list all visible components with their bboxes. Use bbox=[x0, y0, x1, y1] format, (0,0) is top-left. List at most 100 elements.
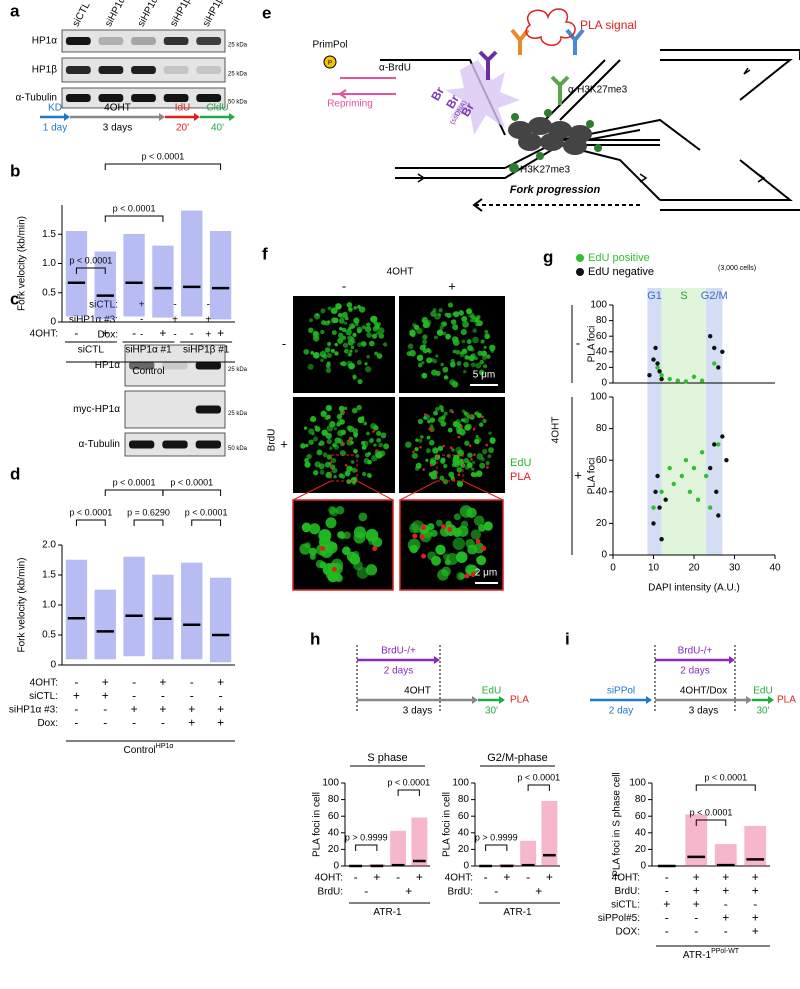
condition-value: - bbox=[132, 675, 136, 689]
edu-focus bbox=[464, 465, 470, 470]
p-value: p < 0.0001 bbox=[690, 807, 733, 817]
p-value: p < 0.0001 bbox=[69, 255, 112, 265]
edu-focus bbox=[479, 359, 485, 365]
zoom-box bbox=[436, 454, 464, 482]
arrowhead bbox=[768, 696, 774, 704]
edu-focus bbox=[467, 452, 473, 458]
pla-focus bbox=[475, 538, 481, 544]
edu-focus bbox=[331, 330, 337, 336]
y-tick-label: 40 bbox=[635, 827, 647, 838]
edu-focus bbox=[368, 474, 372, 478]
data-point bbox=[708, 334, 713, 339]
edu-focus bbox=[426, 357, 433, 364]
edu-focus bbox=[313, 335, 320, 342]
data-point bbox=[712, 345, 717, 351]
edu-focus bbox=[475, 322, 479, 327]
edu-focus bbox=[427, 551, 437, 561]
condition-label: siCTL: bbox=[611, 900, 640, 911]
timeline-step: 4OHT bbox=[404, 686, 431, 697]
data-point bbox=[716, 365, 721, 370]
p-value: p > 0.9999 bbox=[345, 832, 388, 842]
brdu-antibody-label: α-BrdU bbox=[379, 63, 411, 74]
edu-focus bbox=[326, 361, 331, 366]
data-point bbox=[699, 450, 705, 455]
condition-value: - bbox=[753, 897, 757, 911]
edu-focus bbox=[479, 462, 486, 469]
data-point bbox=[716, 513, 721, 518]
edu-focus bbox=[406, 351, 412, 356]
y-tick-label: 80 bbox=[596, 423, 608, 434]
y-tick-label: 0.5 bbox=[42, 630, 56, 641]
edu-focus bbox=[348, 307, 353, 312]
edu-focus bbox=[306, 453, 312, 460]
edu-focus bbox=[483, 521, 493, 531]
y-tick-label: 1.5 bbox=[42, 570, 56, 581]
y-axis-label: PLA foci in cell bbox=[442, 792, 453, 857]
edu-focus bbox=[353, 432, 359, 437]
edu-focus bbox=[485, 461, 490, 466]
edu-focus bbox=[376, 430, 382, 436]
timeline-duration: 40' bbox=[211, 123, 224, 134]
footer-text: ATR-1 bbox=[683, 950, 712, 961]
pla-focus bbox=[372, 430, 375, 433]
edu-focus bbox=[455, 551, 468, 563]
y-tick-label: 100 bbox=[590, 392, 607, 403]
data-point bbox=[651, 521, 656, 526]
phospho-label: P bbox=[328, 61, 332, 67]
edu-focus bbox=[444, 559, 451, 566]
timeline-end: PLA bbox=[510, 695, 529, 706]
edu-focus bbox=[377, 327, 385, 334]
pla-focus bbox=[331, 566, 337, 572]
edu-focus bbox=[309, 416, 317, 423]
edu-focus bbox=[462, 349, 466, 353]
condition-value: + bbox=[102, 689, 109, 703]
edu-focus bbox=[347, 339, 354, 346]
y-axis-label: PLA foci bbox=[587, 458, 598, 495]
edu-focus bbox=[422, 344, 427, 348]
edu-focus bbox=[363, 458, 370, 464]
edu-focus bbox=[375, 451, 383, 459]
condition-label: siCTL: bbox=[89, 300, 118, 311]
edu-focus bbox=[487, 454, 492, 459]
row-label: - bbox=[282, 336, 286, 351]
edu-focus bbox=[430, 310, 437, 317]
data-point bbox=[659, 489, 664, 494]
edu-focus bbox=[366, 332, 372, 338]
footer-label: ATR-1 bbox=[373, 907, 402, 918]
condition-value: + bbox=[102, 326, 109, 340]
edu-focus bbox=[435, 406, 440, 412]
edu-focus bbox=[324, 320, 330, 326]
pla-focus bbox=[481, 545, 487, 551]
edu-focus bbox=[330, 457, 337, 464]
edu-focus bbox=[409, 330, 416, 337]
footer-superscript: PPol-WT bbox=[711, 948, 740, 955]
data-point bbox=[667, 465, 672, 471]
condition-value: - bbox=[74, 716, 78, 730]
y-tick-label: 0 bbox=[333, 861, 339, 872]
y-tick-label: 40 bbox=[458, 827, 470, 838]
edu-focus bbox=[460, 418, 465, 422]
y-tick-label: 60 bbox=[596, 331, 608, 342]
edu-focus bbox=[364, 362, 368, 366]
row-label: - bbox=[576, 335, 580, 350]
edu-focus bbox=[320, 308, 326, 314]
edu-focus bbox=[309, 318, 313, 323]
edu-focus bbox=[308, 547, 317, 556]
edu-focus bbox=[346, 479, 351, 484]
edu-focus bbox=[369, 437, 374, 443]
y-tick-label: 100 bbox=[629, 778, 646, 789]
comparison-bracket bbox=[162, 489, 222, 496]
channel-label: PLA bbox=[510, 471, 531, 483]
arrowhead bbox=[646, 696, 652, 704]
edu-focus bbox=[447, 302, 454, 308]
footer-text: ATR-1 bbox=[503, 907, 532, 918]
edu-focus bbox=[476, 437, 482, 443]
marker-label: 25 kDa bbox=[228, 367, 248, 373]
edu-focus bbox=[425, 448, 431, 454]
arrowhead bbox=[417, 67, 766, 183]
edu-focus bbox=[422, 339, 428, 345]
edu-focus bbox=[456, 572, 465, 581]
timeline-duration: 30' bbox=[485, 706, 498, 717]
condition-label: BrdU: bbox=[317, 887, 343, 898]
condition-value: - bbox=[140, 330, 143, 341]
